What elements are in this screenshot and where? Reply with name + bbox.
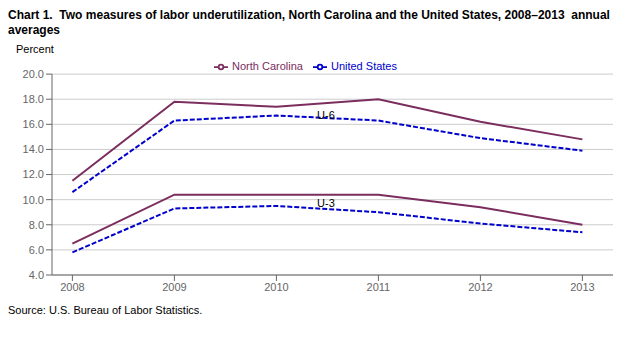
svg-text:20.0: 20.0 [23, 68, 44, 80]
svg-text:2011: 2011 [367, 281, 391, 293]
svg-text:2013: 2013 [570, 281, 594, 293]
html-text:Source: U.S. Bureau of Labor S: Source: U.S. Bureau of Labor Statistics. [8, 304, 203, 316]
svg-text:8.0: 8.0 [29, 219, 44, 231]
svg-text:10.0: 10.0 [23, 194, 44, 206]
svg-text:14.0: 14.0 [23, 143, 44, 155]
svg-text:U-6: U-6 [317, 109, 335, 121]
html-text:North Carolina: North Carolina [232, 60, 303, 72]
svg-text:2009: 2009 [162, 281, 186, 293]
svg-text:18.0: 18.0 [23, 93, 44, 105]
svg-text:16.0: 16.0 [23, 118, 44, 130]
html-text:Chart 1. Two measures of labor: Chart 1. Two measures of labor underutil… [8, 8, 614, 37]
html-text:Percent: Percent [16, 43, 54, 55]
svg-text:2008: 2008 [60, 281, 84, 293]
html-text:United States: United States [330, 60, 397, 72]
svg-text:2012: 2012 [468, 281, 492, 293]
svg-text:4.0: 4.0 [29, 269, 44, 281]
svg-text:12.0: 12.0 [23, 168, 44, 180]
svg-text:U-3: U-3 [317, 197, 335, 209]
svg-text:2010: 2010 [264, 281, 288, 293]
svg-text:6.0: 6.0 [29, 244, 44, 256]
